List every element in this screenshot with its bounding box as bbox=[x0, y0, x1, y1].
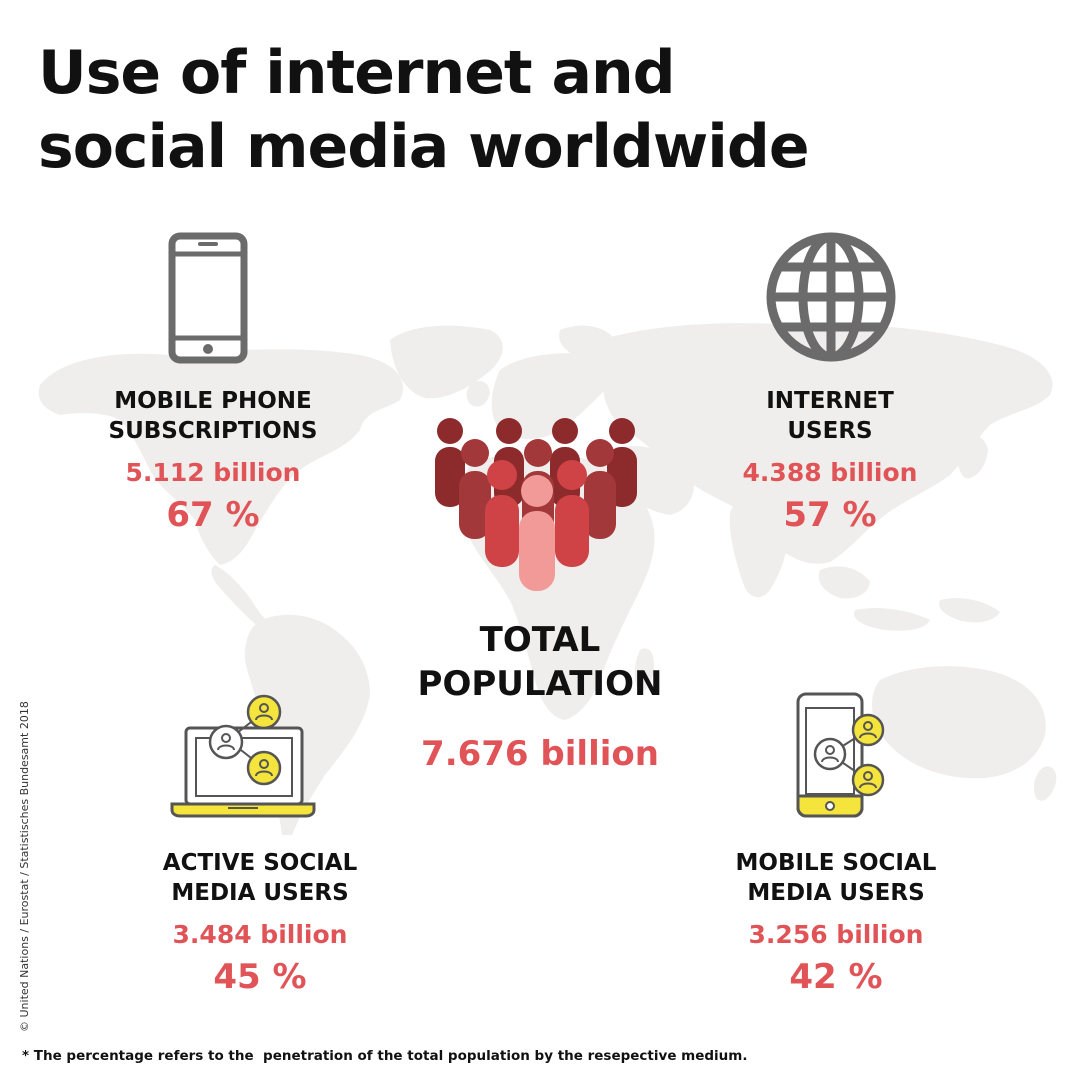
stat-mobile-social-media-users: MOBILE SOCIAL MEDIA USERS 3.256 billion … bbox=[706, 848, 966, 997]
stat-mobile-phone-subscriptions: MOBILE PHONE SUBSCRIPTIONS 5.112 billion… bbox=[88, 386, 338, 535]
stat-percent: 57 % bbox=[783, 495, 877, 535]
smartphone-icon bbox=[168, 232, 248, 364]
stat-label: MOBILE PHONE SUBSCRIPTIONS bbox=[108, 388, 318, 444]
title-line-2: social media worldwide bbox=[38, 112, 810, 182]
stat-total-population: TOTAL POPULATION 7.676 billion bbox=[380, 618, 700, 774]
stat-label: INTERNET USERS bbox=[766, 388, 894, 444]
laptop-social-network-icon bbox=[170, 694, 316, 818]
stat-percent: 42 % bbox=[789, 957, 883, 997]
stat-amount: 3.256 billion bbox=[748, 920, 924, 949]
globe-icon bbox=[766, 232, 896, 362]
stat-active-social-media-users: ACTIVE SOCIAL MEDIA USERS 3.484 billion … bbox=[130, 848, 390, 997]
footnote: * The percentage refers to the penetrati… bbox=[22, 1048, 748, 1064]
stat-label: MOBILE SOCIAL MEDIA USERS bbox=[735, 850, 937, 906]
stat-label: TOTAL POPULATION bbox=[417, 620, 663, 704]
copyright-notice: © United Nations / Eurostat / Statistisc… bbox=[18, 701, 31, 1032]
stat-amount: 7.676 billion bbox=[421, 734, 659, 774]
people-crowd-icon bbox=[435, 418, 637, 591]
stat-percent: 67 % bbox=[166, 495, 260, 535]
title-line-1: Use of internet and bbox=[38, 38, 676, 108]
stat-amount: 4.388 billion bbox=[742, 458, 918, 487]
page-title: Use of internet and social media worldwi… bbox=[38, 36, 810, 184]
stat-amount: 5.112 billion bbox=[125, 458, 301, 487]
stat-percent: 45 % bbox=[213, 957, 307, 997]
stat-amount: 3.484 billion bbox=[172, 920, 348, 949]
phone-social-network-icon bbox=[796, 692, 885, 818]
stat-label: ACTIVE SOCIAL MEDIA USERS bbox=[162, 850, 358, 906]
stat-internet-users: INTERNET USERS 4.388 billion 57 % bbox=[710, 386, 950, 535]
